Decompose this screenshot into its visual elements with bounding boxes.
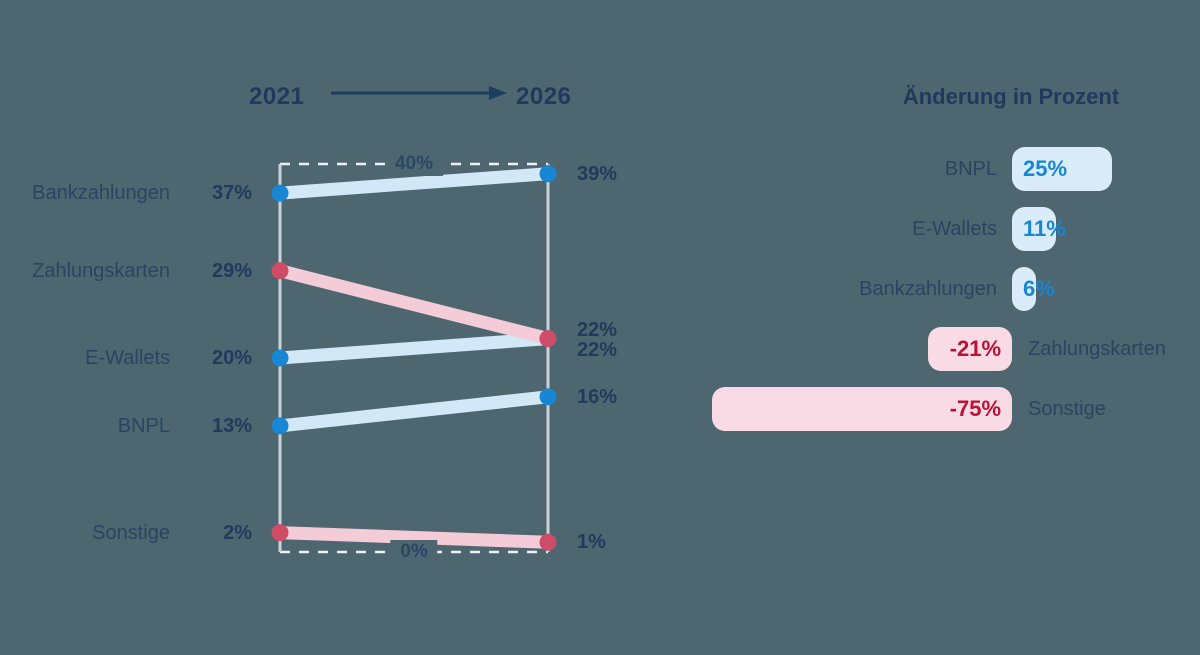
bar-category-label: Zahlungskarten — [1028, 338, 1166, 360]
year-start-label: 2021 — [249, 83, 305, 110]
slope-category-label: Bankzahlungen — [32, 182, 170, 205]
gridline-label: 40% — [384, 152, 444, 176]
slope-end-value: 39% — [577, 162, 618, 185]
data-point-dot — [271, 524, 289, 542]
slope-category-label: BNPL — [117, 414, 170, 437]
slope-end-value: 22% — [577, 338, 618, 361]
bar-category-label: Sonstige — [1028, 398, 1106, 420]
slope-end-value: 22% — [577, 318, 618, 341]
bar-category-label: E-Wallets — [912, 218, 997, 240]
slope-category-label: E-Wallets — [85, 347, 170, 369]
bar-fill — [712, 387, 1012, 431]
slope-end-value: 16% — [577, 385, 618, 408]
timeline-arrow-icon — [331, 86, 507, 100]
slope-start-value: 2% — [223, 521, 252, 544]
slope-end-value: 1% — [577, 531, 606, 554]
bar-fill — [1012, 267, 1036, 311]
slope-start-value: 29% — [211, 259, 252, 282]
slope-start-value: 13% — [211, 414, 252, 437]
bar-value-label: 6% — [1023, 276, 1055, 301]
bar-fill — [1012, 147, 1112, 191]
gridline-label: 0% — [390, 540, 438, 564]
bar-row: -75% Sonstige — [0, 387, 1200, 431]
bar-chart-title: Änderung in Prozent — [902, 84, 1120, 109]
bar-category-label: Bankzahlungen — [859, 278, 997, 300]
bar-row: 6% Bankzahlungen — [0, 267, 1200, 311]
slope-category-label: Sonstige — [92, 521, 170, 544]
bar-value-label: -21% — [949, 336, 1001, 361]
bar-fill — [1012, 207, 1056, 251]
bar-row: -21% Zahlungskarten — [0, 327, 1200, 371]
bar-row: 25% BNPL — [0, 147, 1200, 191]
bar-value-label: -75% — [949, 396, 1001, 421]
bar-value-label: 25% — [1023, 156, 1068, 181]
slope-category-label: Zahlungskarten — [32, 259, 170, 282]
slope-start-value: 20% — [211, 347, 252, 369]
bar-fill — [928, 327, 1012, 371]
bar-category-label: BNPL — [944, 158, 997, 180]
data-point-dot — [539, 533, 557, 551]
bar-value-label: 11% — [1023, 216, 1066, 241]
bar-row: 11% E-Wallets — [0, 207, 1200, 251]
year-end-label: 2026 — [516, 83, 572, 110]
slope-start-value: 37% — [211, 182, 252, 205]
